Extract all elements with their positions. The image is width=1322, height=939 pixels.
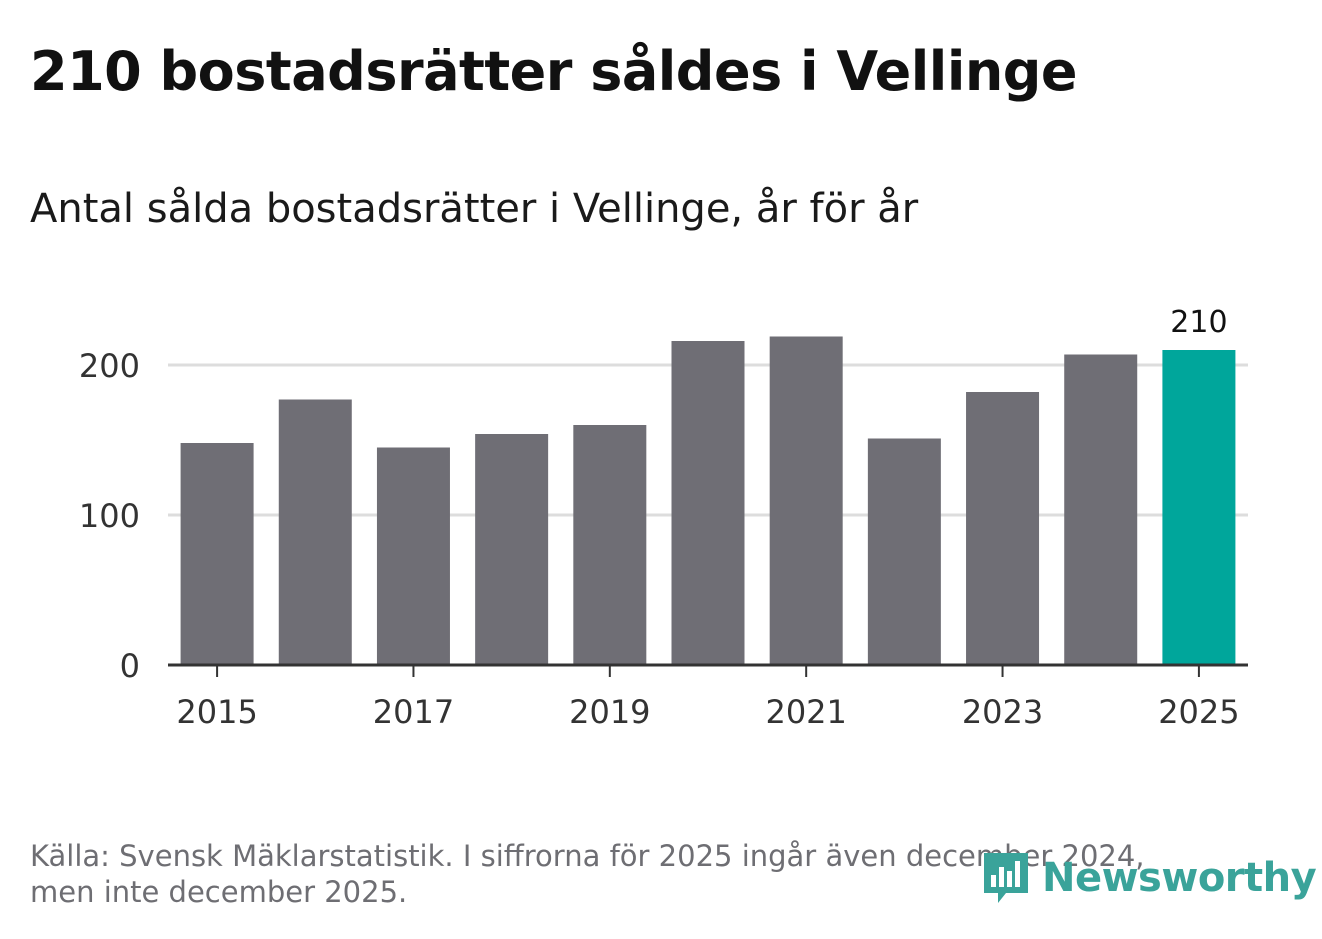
- x-tick-label: 2021: [765, 693, 846, 731]
- bar-2016: [278, 399, 352, 665]
- x-tick-label: 2017: [373, 693, 454, 731]
- chart-title: 210 bostadsrätter såldes i Vellinge: [30, 40, 1078, 103]
- x-tick-label: 2023: [962, 693, 1043, 731]
- bar-2018: [475, 434, 549, 665]
- bar-2017: [376, 447, 450, 665]
- brand-name: Newsworthy: [1042, 855, 1317, 901]
- bar-2023: [966, 392, 1040, 665]
- brand-logo: Newsworthy: [980, 848, 1317, 908]
- bar-2019: [573, 425, 647, 665]
- source-note-line-1: Källa: Svensk Mäklarstatistik. I siffror…: [30, 839, 1145, 873]
- y-tick-label: 100: [79, 497, 140, 535]
- source-note: Källa: Svensk Mäklarstatistik. I siffror…: [30, 838, 1230, 910]
- bar-2021: [769, 336, 843, 665]
- x-tick-label: 2025: [1158, 693, 1239, 731]
- x-tick-label: 2019: [569, 693, 650, 731]
- bar-chart: 0 100 200 210 2015 2017 2019 2021 2023 2025: [79, 305, 1248, 731]
- y-tick-label: 200: [79, 347, 140, 385]
- bar-chart-speech-bubble-icon: [984, 853, 1028, 903]
- bar-2020: [671, 341, 745, 665]
- x-tick-label: 2015: [176, 693, 257, 731]
- chart-subtitle: Antal sålda bostadsrätter i Vellinge, år…: [30, 186, 919, 232]
- source-note-line-2: men inte december 2025.: [30, 875, 408, 909]
- bar-2022: [867, 438, 941, 665]
- bar-2025: [1162, 350, 1236, 665]
- bar-2015: [180, 443, 254, 665]
- data-label: 210: [1170, 305, 1227, 340]
- y-tick-label: 0: [120, 647, 140, 685]
- bar-2024: [1064, 354, 1138, 665]
